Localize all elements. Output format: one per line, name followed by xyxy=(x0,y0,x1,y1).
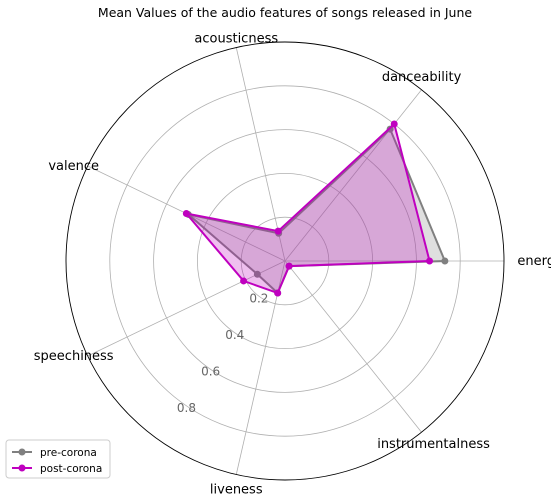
radial-tick-label: 0.4 xyxy=(225,328,244,342)
radial-tick-label: 0.2 xyxy=(249,292,268,306)
radial-tick-label: 0.8 xyxy=(177,401,196,415)
series-fill-pre-corona xyxy=(188,129,445,294)
spoke-danceability xyxy=(284,89,422,262)
legend-label-post-corona: post-corona xyxy=(40,463,102,475)
radial-tick-label: 0.6 xyxy=(201,365,220,379)
chart-title: Mean Values of the audio features of son… xyxy=(98,5,472,20)
axis-label-instrumentalness: instrumentalness xyxy=(377,437,490,452)
data-point-post-corona xyxy=(426,257,434,265)
legend-marker-pre-corona xyxy=(18,448,26,456)
legend-label-pre-corona: pre-corona xyxy=(40,447,97,459)
legend: pre-corona post-corona xyxy=(5,439,111,479)
series-fill-post-corona xyxy=(186,124,430,294)
data-point-pre-corona xyxy=(441,257,449,265)
data-point-post-corona xyxy=(285,262,293,270)
legend-marker-post-corona xyxy=(18,464,26,472)
outer-frame xyxy=(65,41,505,481)
radar-series xyxy=(182,120,449,297)
axis-label-valence: valence xyxy=(48,159,99,174)
spoke-speechiness xyxy=(87,260,286,357)
spoke-instrumentalness xyxy=(284,260,422,433)
axis-label-acousticness: acousticness xyxy=(194,31,278,46)
axis-label-liveness: liveness xyxy=(210,483,263,498)
spoke-acousticness xyxy=(235,47,286,262)
data-point-post-corona xyxy=(182,209,190,217)
axis-label-energy: energy xyxy=(517,254,551,269)
data-point-post-corona xyxy=(274,227,282,235)
data-point-post-corona xyxy=(274,289,282,297)
data-point-post-corona xyxy=(390,120,398,128)
series-line-post-corona xyxy=(183,122,431,295)
data-point-pre-corona xyxy=(253,270,261,278)
radar-grid: 0.2 0.4 0.6 0.8 xyxy=(65,41,505,481)
axis-label-danceability: danceability xyxy=(382,70,462,85)
spoke-liveness xyxy=(235,260,286,475)
axis-label-speechiness: speechiness xyxy=(34,349,114,364)
radar-labels: energy danceability acousticness valence spe… xyxy=(34,31,551,497)
data-point-post-corona xyxy=(240,277,248,285)
